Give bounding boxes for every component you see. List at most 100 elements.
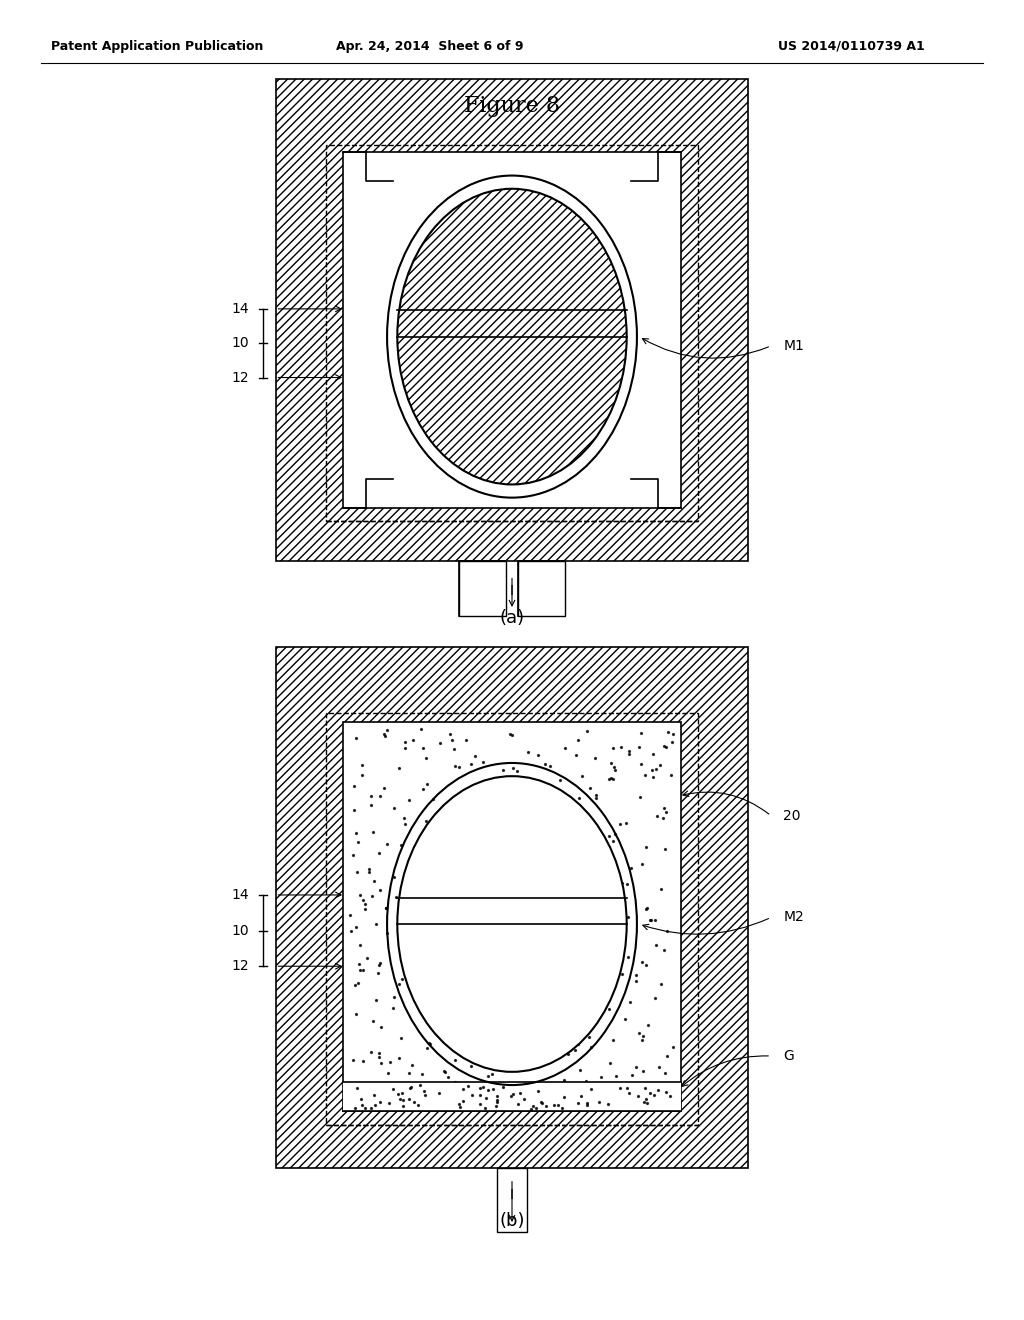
Point <box>386 866 402 887</box>
Point <box>549 892 565 913</box>
Point <box>433 862 450 883</box>
Point <box>345 800 361 821</box>
Point <box>569 1093 586 1114</box>
Point <box>475 1077 492 1098</box>
Point <box>547 1014 563 1035</box>
Point <box>417 1084 433 1105</box>
Point <box>432 733 449 754</box>
Point <box>632 787 648 808</box>
Point <box>572 1086 589 1107</box>
Point <box>552 993 568 1014</box>
Point <box>485 1078 502 1100</box>
Point <box>519 953 536 974</box>
Point <box>512 1082 528 1104</box>
Point <box>446 755 463 776</box>
Point <box>432 816 449 837</box>
Point <box>581 1026 597 1047</box>
Point <box>396 813 413 834</box>
Point <box>478 1088 495 1109</box>
Point <box>631 737 647 758</box>
Point <box>346 776 362 797</box>
Point <box>556 1069 572 1090</box>
Point <box>570 730 587 751</box>
Point <box>356 1098 373 1119</box>
Point <box>657 737 674 758</box>
Point <box>651 755 668 776</box>
Point <box>600 826 616 847</box>
Point <box>522 1098 539 1119</box>
Point <box>524 1023 541 1044</box>
Point <box>592 986 608 1007</box>
Point <box>648 1086 665 1107</box>
Point <box>597 887 613 908</box>
Bar <box>343 152 681 508</box>
Point <box>513 1047 529 1068</box>
Point <box>501 920 517 941</box>
Point <box>502 723 518 744</box>
Point <box>653 878 670 899</box>
Point <box>640 1015 656 1036</box>
Point <box>650 1080 667 1101</box>
Point <box>535 962 551 983</box>
Point <box>505 758 521 779</box>
Point <box>534 1024 550 1045</box>
Point <box>505 1051 521 1072</box>
Point <box>435 1060 452 1081</box>
Point <box>434 805 451 826</box>
Point <box>342 1078 358 1100</box>
Point <box>574 1026 591 1047</box>
Point <box>481 841 498 862</box>
Point <box>524 1096 541 1117</box>
Point <box>451 756 467 777</box>
Point <box>594 865 610 886</box>
Point <box>455 1078 471 1100</box>
Point <box>503 1008 519 1030</box>
Point <box>352 884 369 906</box>
Point <box>628 964 644 985</box>
Text: 10: 10 <box>231 924 249 937</box>
Point <box>359 948 376 969</box>
Point <box>459 925 475 946</box>
Bar <box>497 1168 527 1232</box>
Point <box>439 1067 456 1088</box>
Point <box>386 797 402 818</box>
Point <box>508 945 524 966</box>
Point <box>505 1084 521 1105</box>
Point <box>637 764 653 785</box>
Point <box>452 1096 468 1117</box>
Point <box>656 838 673 859</box>
Text: M1: M1 <box>783 339 804 352</box>
Point <box>350 973 367 994</box>
Point <box>360 858 377 879</box>
Point <box>544 833 560 854</box>
Point <box>648 758 665 779</box>
Point <box>541 796 557 817</box>
Point <box>649 805 666 826</box>
Point <box>600 1093 616 1114</box>
Point <box>564 829 581 850</box>
Point <box>562 902 579 923</box>
Point <box>652 973 669 994</box>
Point <box>578 1071 594 1092</box>
Point <box>611 1078 628 1100</box>
Bar <box>459 561 506 616</box>
Point <box>495 1077 511 1098</box>
Point <box>365 886 381 907</box>
Point <box>443 978 460 999</box>
Point <box>396 731 413 752</box>
Point <box>449 923 465 944</box>
Point <box>419 1038 435 1059</box>
Point <box>467 746 483 767</box>
Point <box>436 1061 453 1082</box>
Point <box>452 1088 468 1109</box>
Point <box>457 1032 473 1053</box>
Point <box>477 1098 494 1119</box>
Point <box>539 1049 555 1071</box>
Point <box>613 873 630 894</box>
Point <box>573 861 590 882</box>
Point <box>594 884 610 906</box>
Point <box>579 721 595 742</box>
Point <box>518 953 535 974</box>
Point <box>345 1049 361 1071</box>
Point <box>570 787 587 808</box>
